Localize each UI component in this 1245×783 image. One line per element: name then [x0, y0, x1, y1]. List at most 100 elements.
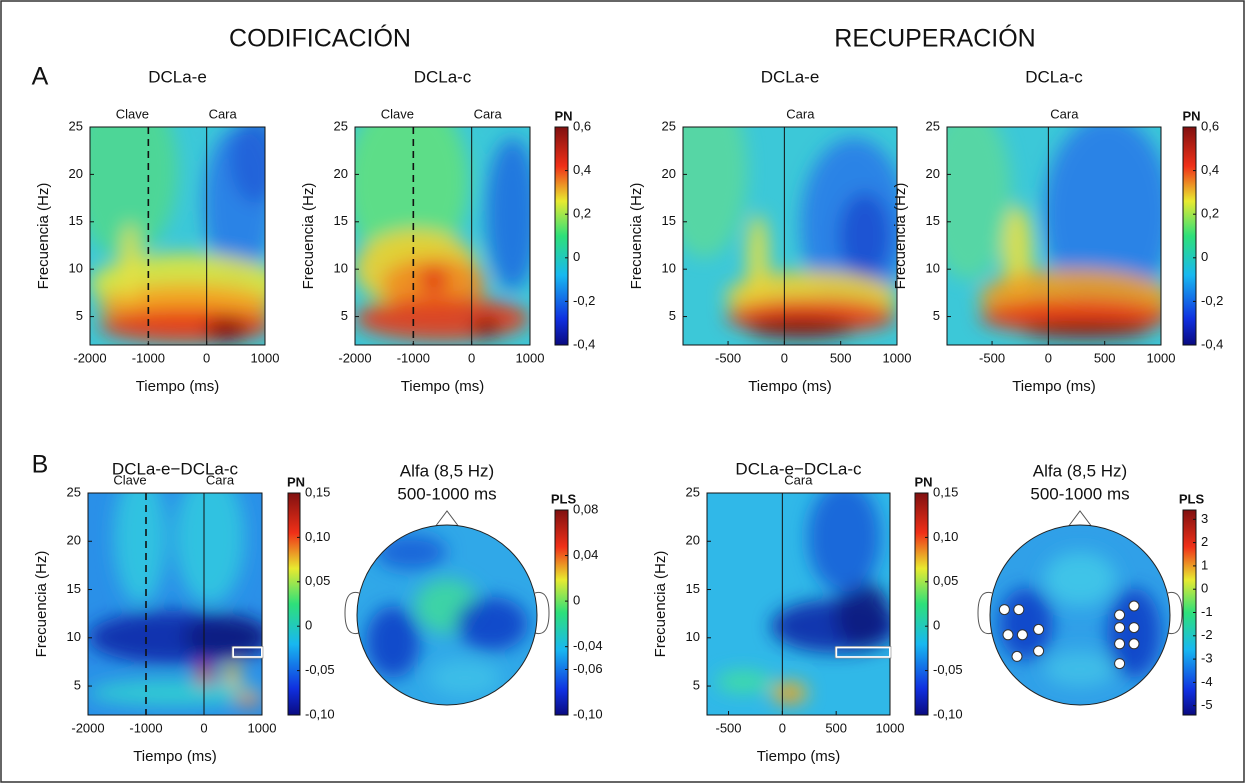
colorbar-tick-label: 0 — [305, 618, 312, 633]
colorbar-tick-label: -0,2 — [1201, 293, 1223, 308]
colorbar-tick-label: 0,4 — [573, 162, 591, 177]
y-tick-label: 25 — [69, 118, 83, 133]
event-label: Clave — [113, 472, 146, 487]
colorbar-tick-label: 0 — [573, 249, 580, 264]
y-tick-label: 20 — [662, 166, 676, 181]
heatmap-field — [947, 127, 1161, 345]
y-axis-label: Frecuencia (Hz) — [35, 183, 52, 290]
field-blob — [839, 192, 891, 280]
colorbar-tick-label: -0,10 — [933, 706, 963, 721]
electrode — [1033, 645, 1045, 657]
y-tick-label: 10 — [926, 261, 940, 276]
field-blob — [486, 137, 530, 291]
panel-title: DCLa-e−DCLa-c — [735, 459, 862, 478]
y-axis-label: Frecuencia (Hz) — [628, 183, 645, 290]
field-blob — [234, 692, 262, 707]
heatmap-field — [355, 127, 530, 345]
panel-label: A — [32, 63, 49, 91]
colorbar-tick-label: 0,6 — [1201, 118, 1219, 133]
field-blob — [121, 222, 139, 302]
event-label: Cara — [1050, 106, 1079, 121]
x-tick-label: 0 — [203, 350, 210, 365]
colorbar-tick-label: -3 — [1201, 651, 1213, 666]
ear — [534, 591, 550, 635]
plot-frame — [706, 492, 891, 716]
colorbar-tick-label: 0,10 — [933, 529, 958, 544]
x-tick-label: 1000 — [876, 720, 905, 735]
field-blob — [366, 606, 420, 678]
field-blob — [88, 679, 262, 707]
colorbar-tick-label: 0 — [1201, 249, 1208, 264]
highlight-box-edge — [231, 646, 264, 659]
topomap-title: Alfa (8,5 Hz) — [400, 461, 494, 480]
field-blobs — [947, 127, 1161, 339]
x-tick-label: 0 — [779, 720, 786, 735]
colorbar-tick-label: 0,6 — [573, 118, 591, 133]
y-tick-label: 25 — [686, 484, 700, 499]
electrode — [1128, 600, 1140, 612]
colorbar-tick-label: -0,4 — [1201, 336, 1223, 351]
field-blob — [205, 316, 248, 343]
colorbar-tick-label: 0 — [573, 593, 580, 608]
y-tick-label: 15 — [67, 581, 81, 596]
colorbar-tick-label: -0,06 — [573, 661, 603, 676]
field-blob — [999, 588, 1053, 660]
topomap-title: 500-1000 ms — [397, 484, 496, 503]
colorbar-label: PLS — [551, 491, 577, 506]
colorbar-tick-label: -0,10 — [305, 706, 335, 721]
colorbar-tick-label: 0,04 — [573, 547, 598, 562]
field-blob — [195, 663, 214, 687]
x-tick-label: -1000 — [132, 350, 165, 365]
field-blob — [1021, 321, 1151, 339]
field-blob — [747, 316, 855, 339]
x-tick-label: 1000 — [883, 350, 912, 365]
heatmap-field — [683, 127, 897, 345]
field-blob — [355, 297, 530, 341]
field-blob — [1044, 651, 1116, 687]
ear — [344, 591, 360, 635]
colorbar-tick-label: -0,05 — [305, 662, 335, 677]
event-label: Cara — [206, 472, 235, 487]
field-blob — [716, 670, 772, 693]
colorbar-tick-label: -0,05 — [933, 662, 963, 677]
y-tick-label: 5 — [341, 308, 348, 323]
y-tick-label: 25 — [334, 118, 348, 133]
x-tick-label: 1000 — [516, 350, 545, 365]
y-tick-label: 15 — [926, 213, 940, 228]
highlight-box-edge — [834, 646, 892, 659]
panel-label: B — [32, 451, 49, 479]
colorbar-tick-label: -0,2 — [573, 293, 595, 308]
ear — [1167, 591, 1183, 635]
highlight-box — [232, 646, 263, 659]
x-tick-label: 0 — [1045, 350, 1052, 365]
plot-frame — [946, 126, 1162, 346]
y-tick-label: 5 — [669, 308, 676, 323]
y-tick-label: 5 — [933, 308, 940, 323]
electrode — [1114, 638, 1126, 650]
field-blob — [1044, 552, 1116, 606]
section-heading: CODIFICACIÓN — [229, 24, 411, 53]
topomap-title: Alfa (8,5 Hz) — [1033, 461, 1127, 480]
colorbar-tick-label: 2 — [1201, 534, 1208, 549]
colorbar-tick-label: 0,4 — [1201, 162, 1219, 177]
field-blob — [114, 493, 167, 604]
field-blob — [183, 615, 262, 660]
plot-frame — [682, 126, 898, 346]
colorbar-tick-label: 0,10 — [305, 529, 330, 544]
colorbar — [554, 126, 569, 346]
plot-frame — [354, 126, 531, 346]
x-tick-label: -2000 — [338, 350, 371, 365]
colorbar-tick-label: 1 — [1201, 557, 1208, 572]
y-tick-label: 10 — [69, 261, 83, 276]
y-tick-label: 5 — [76, 308, 83, 323]
event-label: Cara — [209, 106, 238, 121]
panel-title: DCLa-c — [1025, 67, 1083, 86]
x-tick-label: -2000 — [73, 350, 106, 365]
field-blob — [683, 127, 748, 258]
y-tick-label: 10 — [662, 261, 676, 276]
field-blob — [98, 307, 265, 343]
y-tick-label: 15 — [686, 581, 700, 596]
panel-title: DCLa-c — [414, 67, 472, 86]
plot-frame — [89, 126, 266, 346]
